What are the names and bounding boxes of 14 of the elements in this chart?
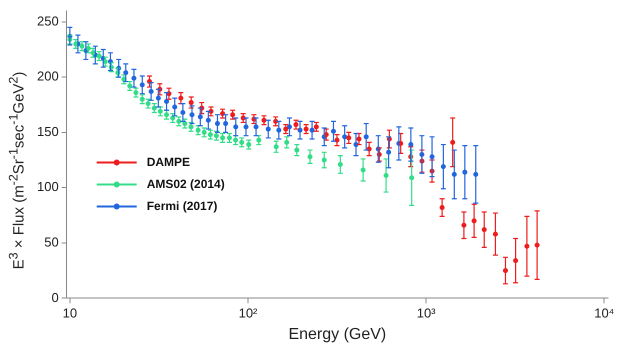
legend-label: DAMPE	[146, 154, 190, 169]
x-axis-title: Energy (GeV)	[288, 326, 386, 343]
x-tick-label: 10⁴	[594, 306, 614, 321]
y-tick-label: 150	[36, 124, 59, 139]
x-tick-label: 10³	[416, 306, 436, 321]
y-tick-label: 100	[36, 179, 59, 194]
y-tick-label: 250	[36, 13, 59, 28]
y-tick-label: 50	[44, 234, 59, 250]
x-tick-label: 10²	[238, 306, 258, 321]
legend-label: Fermi (2017)	[146, 198, 218, 213]
y-tick-label: 0	[51, 290, 59, 305]
y-tick-label: 200	[36, 68, 59, 84]
legend-label: AMS02 (2014)	[146, 176, 225, 191]
x-tick-label: 10	[62, 306, 78, 321]
